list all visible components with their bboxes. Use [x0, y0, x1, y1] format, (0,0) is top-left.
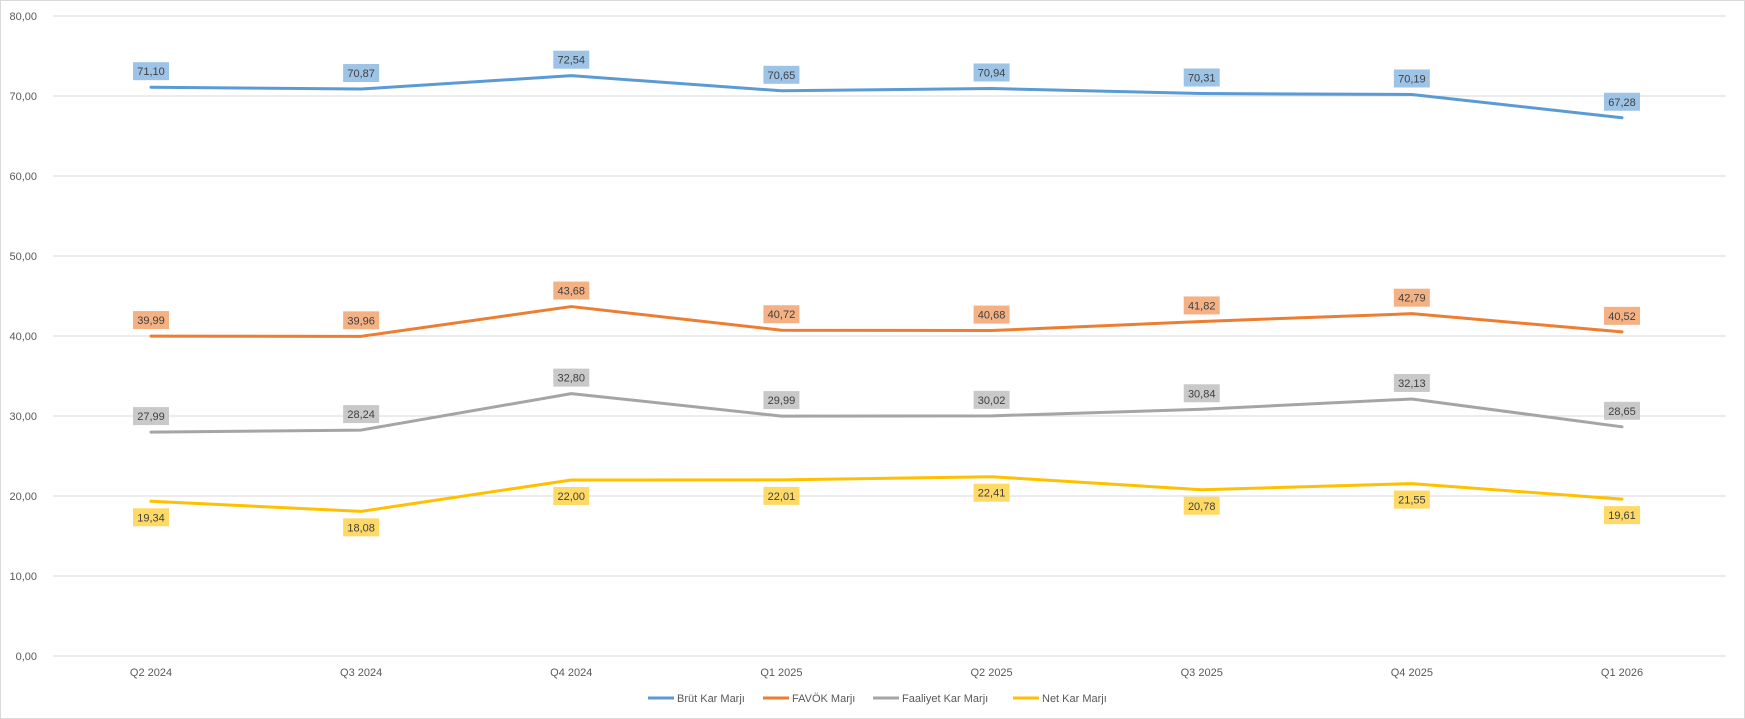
data-label-box: [763, 486, 800, 505]
data-label-box: [763, 391, 800, 410]
data-label: 70,87: [347, 68, 375, 80]
y-tick-label: 20,00: [9, 491, 37, 503]
data-label: 22,41: [978, 488, 1006, 500]
data-label: 21,55: [1398, 495, 1426, 507]
x-tick-label: Q3 2024: [340, 667, 382, 679]
y-tick-label: 30,00: [9, 411, 37, 423]
data-label-box: [763, 305, 800, 324]
data-label: 41,82: [1188, 300, 1216, 312]
data-label: 39,96: [347, 315, 375, 327]
data-label: 28,24: [347, 409, 375, 421]
data-label-box: [973, 390, 1010, 409]
data-label-box: [343, 64, 380, 83]
data-label-box: [343, 405, 380, 424]
data-label-box: [343, 518, 380, 537]
data-label-box: [1393, 373, 1430, 392]
x-tick-label: Q2 2024: [130, 667, 172, 679]
data-label: 22,01: [768, 491, 796, 503]
data-label-box: [973, 483, 1010, 502]
data-label-box: [1393, 490, 1430, 509]
data-label: 70,31: [1188, 73, 1216, 85]
data-label-box: [133, 407, 169, 426]
y-tick-label: 60,00: [9, 171, 37, 183]
legend-label: FAVÖK Marjı: [792, 693, 855, 705]
x-tick-label: Q1 2025: [760, 667, 802, 679]
data-label: 30,84: [1188, 388, 1216, 400]
series-line: [149, 475, 1624, 513]
data-label: 40,52: [1608, 311, 1636, 323]
data-label: 28,65: [1608, 406, 1636, 418]
data-label-box: [133, 62, 169, 81]
data-label-box: [1393, 288, 1430, 307]
x-tick-label: Q1 2026: [1601, 667, 1643, 679]
data-label: 67,28: [1608, 97, 1636, 109]
data-label-box: [553, 487, 590, 505]
data-label-box: [1604, 92, 1640, 111]
data-label: 27,99: [137, 411, 165, 423]
y-tick-label: 0,00: [16, 651, 37, 663]
data-label: 43,68: [558, 286, 586, 298]
x-tick-label: Q3 2025: [1181, 667, 1223, 679]
data-label: 32,13: [1398, 378, 1426, 390]
data-label: 30,02: [978, 395, 1006, 407]
data-label: 70,94: [978, 67, 1006, 79]
data-label-box: [553, 281, 590, 300]
data-label: 19,34: [137, 512, 165, 524]
data-label-box: [133, 508, 169, 527]
data-label-box: [1393, 69, 1430, 88]
data-label: 42,79: [1398, 293, 1426, 305]
data-label-box: [973, 305, 1010, 324]
data-label-box: [1183, 68, 1220, 87]
y-tick-label: 70,00: [9, 91, 37, 103]
data-label-box: [133, 311, 169, 330]
data-label: 18,08: [347, 522, 375, 534]
data-label: 22,00: [558, 491, 586, 503]
data-label: 70,19: [1398, 73, 1426, 85]
data-label-box: [1604, 506, 1640, 525]
series-line: [149, 74, 1624, 120]
x-tick-label: Q2 2025: [970, 667, 1012, 679]
data-label: 19,61: [1608, 510, 1636, 522]
data-label-box: [1604, 306, 1640, 325]
data-label-box: [553, 368, 590, 387]
data-label: 40,72: [768, 309, 796, 321]
legend-label: Brüt Kar Marjı: [677, 693, 745, 705]
x-tick-label: Q4 2025: [1391, 667, 1433, 679]
data-label-box: [1183, 384, 1220, 403]
data-label-box: [553, 50, 590, 69]
legend-label: Faaliyet Kar Marjı: [902, 693, 988, 705]
data-label: 32,80: [558, 373, 586, 385]
series-line: [149, 392, 1624, 434]
x-tick-label: Q4 2024: [550, 667, 592, 679]
data-label-box: [973, 63, 1010, 82]
legend-label: Net Kar Marjı: [1042, 693, 1107, 705]
data-label: 29,99: [768, 395, 796, 407]
data-label-box: [1604, 401, 1640, 420]
y-tick-label: 10,00: [9, 571, 37, 583]
data-label-box: [343, 311, 380, 330]
y-tick-label: 50,00: [9, 251, 37, 263]
data-label-box: [763, 65, 800, 84]
data-label: 39,99: [137, 315, 165, 327]
series-line: [149, 305, 1624, 338]
data-label-box: [1183, 496, 1220, 515]
y-tick-label: 40,00: [9, 331, 37, 343]
data-label-box: [1183, 296, 1220, 315]
data-label: 40,68: [978, 310, 1006, 322]
y-tick-label: 80,00: [9, 11, 37, 23]
data-label: 71,10: [137, 66, 165, 78]
data-label: 70,65: [768, 70, 796, 82]
data-label: 20,78: [1188, 501, 1216, 513]
data-label: 72,54: [558, 55, 586, 67]
